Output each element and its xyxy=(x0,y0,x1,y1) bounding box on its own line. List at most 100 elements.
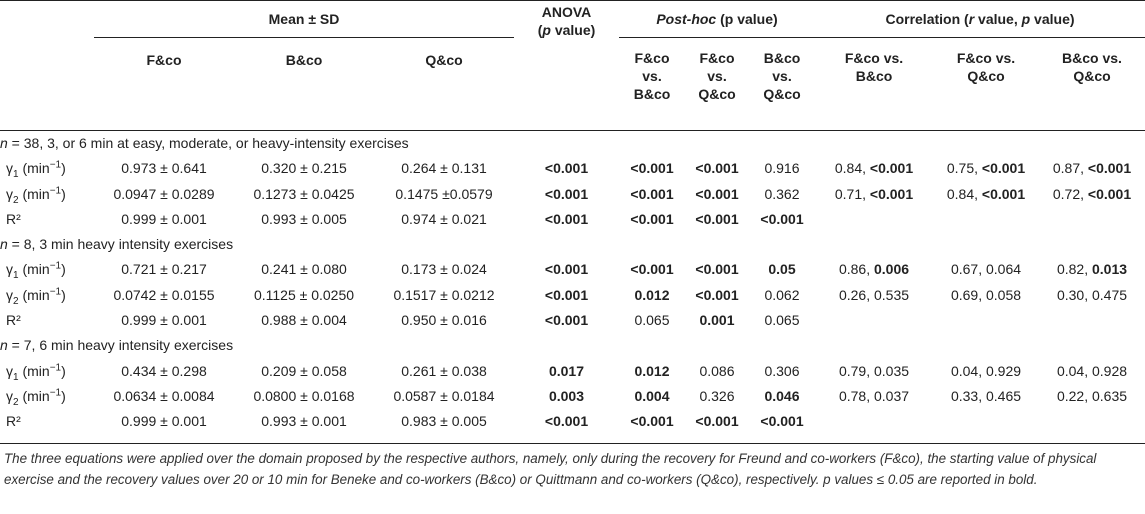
correlation-cell: 0.33, 0.465 xyxy=(950,387,1022,404)
mean-sd-cell: 0.983 ± 0.005 xyxy=(401,413,487,430)
mean-sd-cell: 0.0587 ± 0.0184 xyxy=(393,387,495,404)
row-parameter: γ2 (min−1) xyxy=(6,387,66,408)
mean-sd-cell: 0.721 ± 0.217 xyxy=(121,261,207,278)
row-parameter: γ2 (min−1) xyxy=(6,184,66,206)
posthoc-cell: 0.012 xyxy=(634,362,670,379)
anova-header: ANOVA (p value) xyxy=(514,1,619,131)
row-parameter: R² xyxy=(6,413,21,430)
mean-sd-cell: 0.993 ± 0.001 xyxy=(261,413,347,430)
correlation-cell: 0.75, <0.001 xyxy=(946,160,1026,177)
empty-cell xyxy=(815,206,933,231)
posthoc-cell: 0.086 xyxy=(699,362,735,379)
anova-cell: 0.017 xyxy=(548,362,585,379)
mean-sd-cell: 0.950 ± 0.016 xyxy=(401,312,487,329)
group-header-row: n = 8, 3 min heavy intensity exercises xyxy=(0,232,1145,257)
correlation-cell: 0.87, <0.001 xyxy=(1052,160,1132,177)
posthoc-cell: <0.001 xyxy=(695,160,739,177)
corr-col-fco-bco: F&co vs. B&co xyxy=(844,50,904,84)
mean-sd-cell: 0.0742 ± 0.0155 xyxy=(113,286,215,303)
mean-sd-cell: 0.320 ± 0.215 xyxy=(261,160,347,177)
table-row: γ2 (min−1) 0.0742 ± 0.0155 0.1125 ± 0.0250… xyxy=(0,282,1145,307)
group-label: n = 8, 3 min heavy intensity exercises xyxy=(0,236,234,253)
mean-sd-cell: 0.1125 ± 0.0250 xyxy=(253,286,355,303)
posthoc-cell: 0.326 xyxy=(699,387,735,404)
mean-sd-cell: 0.0947 ± 0.0289 xyxy=(113,185,215,202)
posthoc-cell: <0.001 xyxy=(695,286,739,303)
posthoc-cell: <0.001 xyxy=(630,261,674,278)
group-header-row: n = 38, 3, or 6 min at easy, moderate, o… xyxy=(0,131,1145,156)
group-label: n = 7, 6 min heavy intensity exercises xyxy=(0,337,234,354)
row-parameter: γ2 (min−1) xyxy=(6,286,66,307)
posthoc-cell: <0.001 xyxy=(630,210,674,227)
correlation-cell: 0.82, 0.013 xyxy=(1056,261,1128,278)
correlation-cell: 0.71, <0.001 xyxy=(834,185,914,202)
group-header-row: n = 7, 6 min heavy intensity exercises xyxy=(0,333,1145,358)
posthoc-cell: 0.065 xyxy=(764,312,800,329)
correlation-cell: 0.72, <0.001 xyxy=(1052,185,1132,202)
correlation-cell: 0.67, 0.064 xyxy=(950,261,1022,278)
table-row: γ1 (min−1) 0.434 ± 0.298 0.209 ± 0.058 0.26… xyxy=(0,358,1145,383)
correlation-cell: 0.84, <0.001 xyxy=(946,185,1026,202)
mean-sd-cell: 0.999 ± 0.001 xyxy=(121,413,207,430)
anova-cell: <0.001 xyxy=(544,261,589,278)
anova-cell: <0.001 xyxy=(544,210,589,227)
anova-cell: <0.001 xyxy=(544,286,589,303)
posthoc-cell: 0.062 xyxy=(764,286,800,303)
posthoc-cell: 0.012 xyxy=(634,286,670,303)
empty-cell xyxy=(933,409,1039,434)
mean-sd-cell: 0.974 ± 0.021 xyxy=(401,210,487,227)
empty-cell xyxy=(1039,307,1145,332)
empty-cell xyxy=(1039,206,1145,231)
anova-cell: <0.001 xyxy=(544,413,589,430)
row-parameter: R² xyxy=(6,312,21,329)
empty-cell xyxy=(1039,409,1145,434)
mean-sd-cell: 0.999 ± 0.001 xyxy=(121,210,207,227)
table-row: γ1 (min−1) 0.973 ± 0.641 0.320 ± 0.215 0.26… xyxy=(0,156,1145,181)
mean-sd-cell: 0.241 ± 0.080 xyxy=(261,261,347,278)
col-header-bco: B&co xyxy=(285,52,323,68)
empty-cell xyxy=(815,409,933,434)
mean-sd-header: Mean ± SD xyxy=(94,0,514,38)
col-header-qco: Q&co xyxy=(425,52,463,68)
table-row: R² 0.999 ± 0.001 0.988 ± 0.004 0.950 ± 0.01… xyxy=(0,307,1145,332)
mean-sd-cell: 0.0800 ± 0.0168 xyxy=(253,387,355,404)
mean-sd-cell: 0.999 ± 0.001 xyxy=(121,312,207,329)
posthoc-cell: 0.916 xyxy=(764,160,800,177)
posthoc-cell: 0.05 xyxy=(768,261,796,278)
correlation-cell: 0.79, 0.035 xyxy=(838,362,910,379)
anova-cell: 0.003 xyxy=(548,387,585,404)
posthoc-cell: <0.001 xyxy=(760,210,804,227)
anova-header-line2: (p value) xyxy=(537,22,596,38)
correlation-cell: 0.78, 0.037 xyxy=(838,387,910,404)
posthoc-col-bco-qco: B&co vs. Q&co xyxy=(763,50,801,102)
mean-sd-cell: 0.973 ± 0.641 xyxy=(121,160,207,177)
posthoc-cell: <0.001 xyxy=(695,261,739,278)
mean-sd-cell: 0.1273 ± 0.0425 xyxy=(253,185,355,202)
posthoc-cell: 0.065 xyxy=(634,312,670,329)
correlation-cell: 0.86, 0.006 xyxy=(838,261,910,278)
correlation-cell: 0.04, 0.928 xyxy=(1056,362,1128,379)
posthoc-cell: <0.001 xyxy=(630,160,674,177)
posthoc-cell: 0.362 xyxy=(764,185,800,202)
table-bottom-rule xyxy=(0,443,1145,444)
posthoc-col-fco-qco: F&co vs. Q&co xyxy=(698,50,736,102)
mean-sd-cell: 0.264 ± 0.131 xyxy=(401,160,487,177)
corr-col-fco-qco: F&co vs. Q&co xyxy=(956,50,1016,84)
correlation-cell: 0.04, 0.929 xyxy=(950,362,1022,379)
posthoc-cell: <0.001 xyxy=(695,413,739,430)
anova-cell: <0.001 xyxy=(544,160,589,177)
row-parameter: γ1 (min−1) xyxy=(6,361,66,383)
mean-sd-cell: 0.1475 ±0.0579 xyxy=(395,185,493,202)
posthoc-cell: 0.046 xyxy=(764,387,800,404)
posthoc-cell: <0.001 xyxy=(695,210,739,227)
row-parameter: γ1 (min−1) xyxy=(6,260,66,282)
posthoc-cell: <0.001 xyxy=(630,413,674,430)
table-row: γ2 (min−1) 0.0634 ± 0.0084 0.0800 ± 0.0168… xyxy=(0,383,1145,408)
mean-sd-cell: 0.988 ± 0.004 xyxy=(261,312,347,329)
anova-cell: <0.001 xyxy=(544,185,589,202)
table-footnote: The three equations were applied over th… xyxy=(4,451,1097,487)
correlation-cell: 0.26, 0.535 xyxy=(838,286,910,303)
mean-sd-cell: 0.1517 ± 0.0212 xyxy=(393,286,495,303)
corr-col-bco-qco: B&co vs. Q&co xyxy=(1062,50,1122,84)
